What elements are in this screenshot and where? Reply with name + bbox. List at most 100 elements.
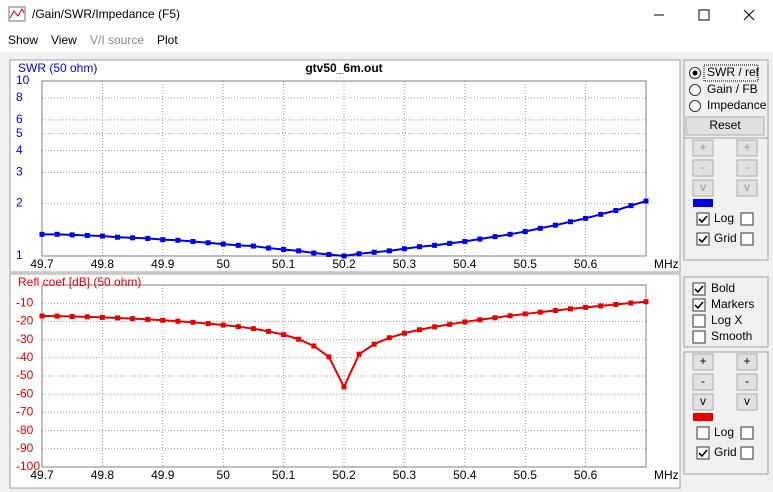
y-tick-label: -90 (16, 441, 34, 455)
checkbox-label: Smooth (711, 329, 752, 343)
axis-button[interactable] (736, 159, 758, 177)
axis-button-label: + (699, 354, 706, 368)
data-marker (145, 316, 151, 322)
x-tick-label: 49.7 (30, 468, 54, 482)
data-marker (447, 321, 453, 327)
data-marker (401, 330, 407, 336)
color-swatch[interactable] (693, 199, 713, 207)
data-marker (598, 303, 604, 309)
x-tick-label: 50.5 (514, 468, 538, 482)
data-marker (356, 251, 362, 257)
checkbox[interactable] (692, 314, 706, 328)
check-mark (694, 285, 704, 294)
data-marker (130, 235, 136, 241)
menu-item[interactable]: Plot (157, 33, 178, 47)
checkbox[interactable] (696, 212, 710, 226)
axis-button-label: - (745, 374, 749, 388)
checkbox-label: Log (714, 425, 734, 439)
data-marker (115, 234, 120, 240)
checkbox[interactable] (740, 212, 754, 226)
control-group (683, 351, 769, 475)
y-tick-label: -50 (16, 368, 34, 382)
chart-frame (9, 273, 681, 489)
y-tick-label: 5 (16, 126, 23, 140)
axis-button-label: - (701, 160, 705, 174)
data-marker (84, 232, 90, 238)
menu-item[interactable]: V/I source (90, 33, 144, 47)
data-marker (326, 251, 332, 257)
data-marker (492, 315, 498, 321)
x-tick-label: 49.7 (30, 257, 54, 271)
data-marker (341, 253, 347, 259)
data-marker (613, 207, 619, 213)
checkbox[interactable] (692, 330, 706, 344)
checkbox[interactable] (740, 426, 754, 440)
menu-item[interactable]: View (51, 33, 77, 47)
axis-button[interactable] (736, 393, 758, 411)
data-marker (537, 225, 543, 231)
data-marker (432, 324, 438, 330)
checkbox[interactable] (692, 282, 706, 296)
plot-border (41, 284, 647, 468)
data-marker (99, 314, 105, 320)
axis-button[interactable] (692, 393, 714, 411)
axis-button-label: v (700, 394, 706, 408)
data-marker (432, 242, 438, 248)
radio-label: Gain / FB (707, 82, 758, 96)
data-marker (99, 233, 105, 239)
axis-button[interactable] (736, 373, 758, 391)
axis-button[interactable] (736, 179, 758, 197)
checkbox[interactable] (740, 446, 754, 460)
data-marker (643, 198, 649, 204)
data-marker (115, 315, 120, 321)
color-swatch[interactable] (693, 413, 713, 421)
data-marker (175, 318, 181, 324)
checkbox[interactable] (696, 232, 710, 246)
data-marker (477, 317, 483, 323)
data-marker (266, 245, 271, 251)
data-marker (643, 299, 649, 305)
data-marker (371, 249, 377, 255)
x-tick-label: 50.1 (272, 257, 296, 271)
data-marker (250, 326, 256, 332)
data-marker (235, 242, 241, 248)
data-marker (583, 304, 589, 310)
checkbox-label: Bold (711, 281, 735, 295)
x-axis-label: MHz (654, 468, 679, 482)
data-marker (462, 319, 468, 325)
data-marker (613, 301, 619, 307)
axis-button[interactable] (692, 373, 714, 391)
axis-button[interactable] (692, 179, 714, 197)
axis-button-label: + (699, 140, 706, 154)
data-marker (311, 343, 317, 349)
y-tick-label: 4 (16, 143, 23, 157)
data-marker (281, 246, 287, 252)
checkbox[interactable] (696, 426, 710, 440)
x-axis-label: MHz (654, 257, 679, 271)
maximize-button[interactable] (698, 9, 710, 21)
axis-button[interactable] (736, 139, 758, 157)
data-marker (175, 237, 181, 243)
axis-button[interactable] (736, 353, 758, 371)
checkbox[interactable] (692, 298, 706, 312)
data-marker (130, 316, 136, 322)
app-icon (8, 6, 26, 22)
axis-button[interactable] (692, 159, 714, 177)
close-button[interactable] (743, 9, 755, 21)
y-tick-label: 3 (16, 165, 23, 179)
checkbox[interactable] (696, 446, 710, 460)
checkbox[interactable] (740, 232, 754, 246)
menu-item[interactable]: Show (8, 33, 38, 47)
data-marker (54, 231, 60, 237)
data-marker (160, 317, 166, 323)
radio-button[interactable] (689, 84, 701, 96)
axis-button[interactable] (692, 353, 714, 371)
radio-button[interactable] (689, 100, 701, 112)
data-marker (598, 211, 604, 217)
data-marker (145, 235, 151, 241)
check-mark (698, 215, 708, 224)
data-marker (205, 321, 211, 327)
reset-button[interactable] (685, 116, 765, 136)
axis-button[interactable] (692, 139, 714, 157)
